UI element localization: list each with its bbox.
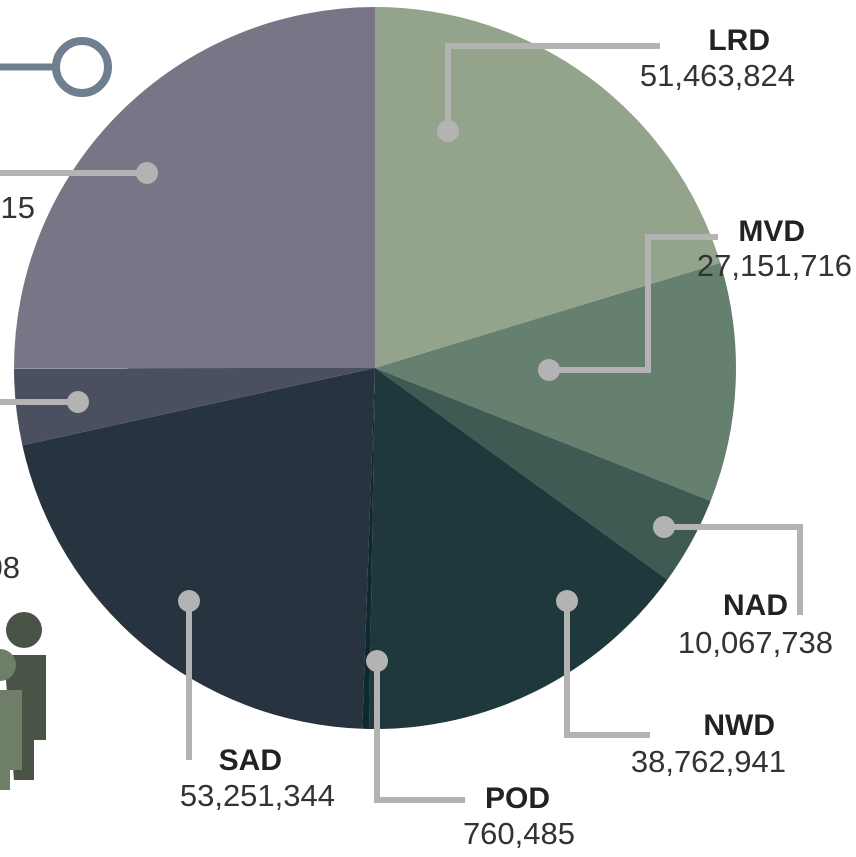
value-label: 51,463,824: [640, 58, 795, 93]
slice-name: LRD: [708, 24, 770, 57]
slice: [375, 7, 721, 368]
slice: [14, 7, 375, 369]
slice: [362, 368, 375, 729]
leader-dot: [538, 359, 560, 381]
pie: [14, 7, 736, 730]
leader-line: [374, 661, 465, 803]
leader-line: [445, 43, 660, 131]
leader-line: [549, 234, 718, 373]
value-label: 15: [1, 190, 35, 225]
leader-dot: [437, 120, 459, 142]
slice-name: NAD: [723, 589, 788, 622]
leader-dot: [178, 590, 200, 612]
value-label: 38,762,941: [631, 744, 786, 779]
slice: [22, 368, 376, 729]
leader-line: [564, 601, 650, 738]
slice-name: POD: [485, 782, 550, 815]
leader-dot: [136, 162, 158, 184]
people-icon: [0, 612, 46, 790]
leader-dot: [653, 516, 675, 538]
slice: [14, 368, 376, 446]
leader-dot: [556, 590, 578, 612]
slice: [369, 368, 668, 730]
value-label: 10,067,738: [678, 625, 833, 660]
value-label: 760,485: [463, 816, 575, 851]
slice-name: MVD: [738, 215, 805, 248]
leader-line: [664, 524, 803, 615]
decoration: [0, 37, 112, 97]
value-label: 08: [0, 550, 20, 585]
slice: [375, 368, 711, 580]
value-label: 27,151,716: [697, 248, 852, 283]
leader-dot: [67, 391, 89, 413]
leader-dot: [366, 650, 388, 672]
value-label: 53,251,344: [180, 778, 335, 813]
slice-name: NWD: [703, 709, 775, 742]
slice-name: SAD: [219, 744, 282, 777]
